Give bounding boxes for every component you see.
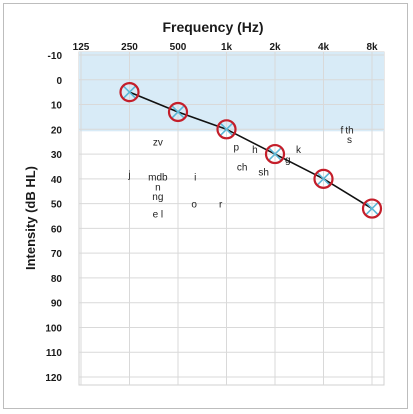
x-tick-label: 250 xyxy=(121,42,138,53)
y-tick-label: 80 xyxy=(51,274,63,285)
threshold-marker xyxy=(264,143,286,165)
speech-sound-label: j xyxy=(127,170,130,181)
x-tick-label: 500 xyxy=(170,42,187,53)
chart-title: Frequency (Hz) xyxy=(162,19,263,35)
speech-sound-label: k xyxy=(296,145,302,156)
x-tick-label: 1k xyxy=(221,42,233,53)
circle-mark xyxy=(313,168,334,189)
cross-mark xyxy=(170,104,186,120)
threshold-marker xyxy=(216,119,237,140)
cross-mark xyxy=(364,201,380,216)
y-tick-label: 100 xyxy=(45,323,62,334)
threshold-marker xyxy=(119,82,140,103)
chart-frame xyxy=(3,3,408,409)
speech-sound-label: ng xyxy=(152,192,163,203)
y-tick-label: 20 xyxy=(51,125,63,136)
speech-sound-label: o xyxy=(191,200,197,211)
speech-sound-label: r xyxy=(219,200,223,211)
circle-mark xyxy=(119,82,140,103)
y-tick-label: 30 xyxy=(51,150,63,161)
speech-sound-label: h xyxy=(252,145,258,156)
x-tick-label: 2k xyxy=(269,42,281,53)
speech-sound-label: ch xyxy=(237,162,248,173)
speech-sound-label: zv xyxy=(153,138,163,149)
threshold-marker xyxy=(313,168,334,189)
circle-mark xyxy=(216,119,237,140)
y-tick-label: -10 xyxy=(48,51,63,62)
speech-sound-label: e l xyxy=(153,210,164,221)
cross-mark xyxy=(316,171,331,186)
y-tick-label: 110 xyxy=(46,348,63,359)
circle-mark xyxy=(264,143,286,165)
normal-hearing-band xyxy=(79,52,384,132)
y-tick-label: 50 xyxy=(51,200,63,211)
y-tick-label: 0 xyxy=(56,76,62,87)
circle-mark xyxy=(167,101,189,123)
x-tick-label: 8k xyxy=(366,42,378,53)
speech-sound-label: f xyxy=(340,125,343,136)
cross-mark xyxy=(267,147,283,162)
y-tick-label: 90 xyxy=(51,299,63,310)
x-tick-label: 4k xyxy=(318,42,330,53)
y-tick-label: 70 xyxy=(51,249,63,260)
speech-sound-label: th xyxy=(345,125,353,136)
y-tick-label: 40 xyxy=(51,175,63,186)
speech-sound-label: i xyxy=(194,172,196,183)
speech-sound-label: p xyxy=(233,143,239,154)
threshold-marker xyxy=(361,198,383,219)
speech-sound-label: s xyxy=(347,135,352,146)
speech-sound-label: n xyxy=(155,182,161,193)
cross-mark xyxy=(219,122,234,137)
threshold-marker xyxy=(167,101,189,123)
speech-sound-label: sh xyxy=(258,167,269,178)
y-tick-label: 120 xyxy=(45,373,62,384)
y-tick-label: 10 xyxy=(51,101,63,112)
circle-mark xyxy=(361,198,383,219)
speech-sound-label: mdb xyxy=(148,172,168,183)
y-axis-label: Intensity (dB HL) xyxy=(23,166,38,270)
y-tick-label: 60 xyxy=(51,224,63,235)
x-tick-label: 125 xyxy=(73,42,90,53)
cross-mark xyxy=(122,85,137,100)
